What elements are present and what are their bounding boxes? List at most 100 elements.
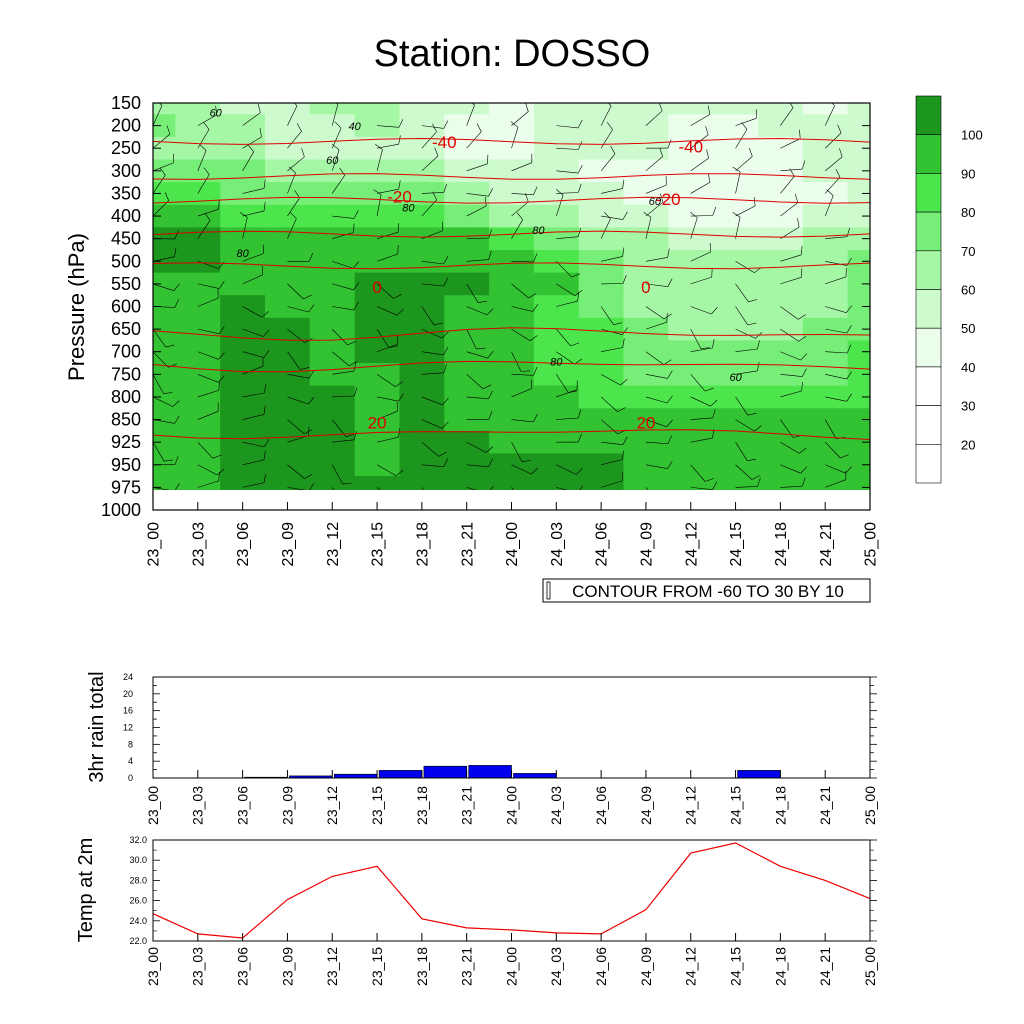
rh-cell — [444, 114, 490, 138]
wind-barb — [421, 458, 449, 467]
wind-barb — [556, 141, 583, 150]
wind-barb — [466, 458, 493, 468]
wind-barb — [466, 103, 489, 104]
rh-cell — [802, 103, 849, 116]
temp-tick-label: 30.0 — [129, 855, 147, 865]
wind-barb — [421, 441, 447, 457]
wind-barb — [332, 328, 357, 346]
wind-barb — [153, 483, 180, 490]
wind-barb — [690, 409, 716, 420]
wind-barb — [287, 304, 315, 313]
wind-barb — [242, 103, 243, 104]
rh-cell — [802, 317, 849, 342]
wind-barb — [870, 87, 891, 103]
rh-cell — [489, 159, 535, 183]
rh-cell — [713, 363, 759, 387]
rh-cell — [758, 204, 804, 229]
rh-contour-label: 80 — [550, 356, 563, 368]
colorbar-label: 80 — [961, 205, 975, 220]
rh-cell — [220, 476, 266, 490]
wind-barb — [466, 229, 492, 239]
rh-cell — [444, 385, 490, 409]
wind-barb — [780, 103, 794, 126]
rh-cell — [533, 227, 580, 251]
rh-cell — [668, 476, 714, 490]
rh-cell — [668, 103, 714, 116]
rh-cell — [802, 250, 849, 274]
wind-barb — [869, 442, 870, 443]
wind-barb — [601, 471, 624, 488]
temp-contour-label: 20 — [636, 414, 655, 433]
temp-tick-label: 22.0 — [129, 936, 147, 946]
rh-cell — [354, 430, 401, 455]
wind-barb — [690, 149, 709, 172]
wind-barb — [373, 189, 382, 217]
temp-contour-label: -20 — [656, 190, 681, 209]
time-tick-label: 23_12 — [325, 522, 342, 567]
wind-barb — [197, 103, 199, 104]
wind-barb — [377, 119, 404, 128]
rh-cell — [220, 227, 266, 251]
time-axis: 23_00 23_03 23_06 23_09 23_12 23_15 23_18 23_21… — [146, 502, 880, 567]
rh-cell — [578, 430, 625, 455]
rain-tick-label: 24 — [123, 672, 133, 682]
wind-barb — [825, 470, 847, 488]
wind-barb — [421, 147, 439, 172]
pressure-tick-label: 400 — [111, 206, 141, 226]
rh-cell — [489, 250, 535, 274]
rh-cell — [847, 227, 870, 251]
time-tick-label: 23_21 — [459, 522, 476, 567]
rh-cell — [713, 476, 759, 490]
wind-barb — [376, 464, 404, 476]
pressure-tick-label: 650 — [111, 319, 141, 339]
pressure-tick-label: 600 — [111, 297, 141, 317]
rh-cell — [668, 408, 714, 432]
wind-barb — [153, 125, 171, 149]
wind-barb — [287, 148, 305, 172]
wind-barb — [511, 103, 529, 126]
wind-barb — [645, 103, 648, 104]
time-tick-label: 23_06 — [235, 947, 251, 986]
wind-barb — [376, 428, 401, 443]
wind-barb — [601, 211, 628, 220]
wind-barb — [332, 103, 333, 104]
pressure-tick-label: 800 — [111, 387, 141, 407]
time-tick-label: 24_12 — [683, 786, 699, 825]
wind-barb — [466, 103, 475, 126]
wind-barb — [287, 419, 313, 435]
wind-barb — [287, 123, 302, 149]
wind-barb — [466, 390, 493, 400]
rh-contour-label: 80 — [532, 225, 545, 237]
rh-cell — [399, 136, 446, 161]
wind-barb — [825, 371, 852, 380]
wind-barb — [600, 396, 626, 412]
wind-barb — [466, 154, 489, 172]
rh-cell — [220, 182, 266, 206]
rh-cell — [444, 250, 490, 274]
wind-barb — [153, 415, 180, 424]
wind-barb — [153, 103, 163, 126]
wind-barb — [510, 121, 519, 149]
wind-barb — [824, 103, 835, 126]
wind-barb — [197, 464, 225, 476]
wind-barb — [197, 200, 220, 217]
time-tick-label: 24_06 — [593, 786, 609, 825]
rh-cell — [847, 453, 870, 477]
rh-cell — [399, 453, 446, 477]
rh-cell — [533, 476, 580, 490]
temp-tick-label: 24.0 — [129, 916, 147, 926]
temp-contour-line — [153, 230, 870, 238]
wind-barb — [645, 147, 663, 172]
rh-cell — [668, 114, 714, 138]
rh-cell — [623, 250, 670, 274]
time-tick-label: 24_06 — [594, 522, 611, 567]
wind-barb — [780, 441, 807, 454]
wind-barb — [690, 211, 698, 239]
wind-barb — [242, 349, 270, 358]
wind-barb — [780, 464, 808, 474]
rh-cell — [444, 182, 490, 206]
wind-barb — [511, 328, 538, 342]
time-tick-label: 24_21 — [818, 522, 835, 567]
wind-barb — [735, 283, 758, 303]
wind-barb — [601, 338, 625, 353]
